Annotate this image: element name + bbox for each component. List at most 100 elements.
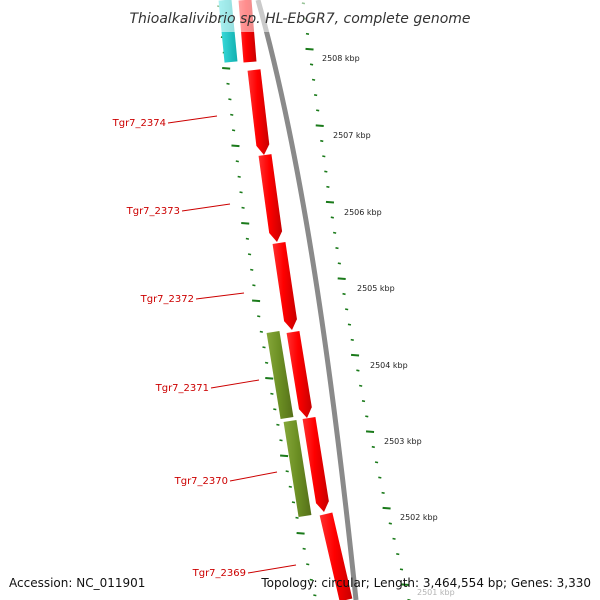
outer-tick [305, 32, 310, 35]
scale-labels: 2508 kbp 2507 kbp 2506 kbp 2505 kbp 2504 kbp… [322, 54, 455, 597]
scale-label: 2505 kbp [357, 284, 395, 293]
outer-tick [356, 369, 360, 372]
gene-label-leader [210, 379, 260, 389]
inner-tick [262, 346, 266, 349]
genome-summary-text: Topology: circular; Length: 3,464,554 bp… [260, 576, 591, 590]
outer-tick [309, 63, 314, 66]
inner-tick [235, 160, 239, 163]
gene-arrow-green-2[interactable] [283, 419, 312, 518]
outer-tick [305, 47, 314, 51]
scale-label: 2501 kbp [417, 588, 455, 597]
gene-arrow-tgr7-2374[interactable] [247, 69, 270, 155]
gene-label[interactable]: Tgr7_2373 [126, 206, 180, 217]
outer-tick [344, 308, 349, 311]
inner-tick [264, 361, 269, 364]
gene-arrow-green-1[interactable] [266, 330, 294, 420]
outer-tick [350, 338, 354, 341]
outer-tick [337, 277, 346, 280]
outer-tick [361, 400, 366, 403]
gene-label[interactable]: Tgr7_2374 [112, 118, 166, 129]
inner-tick [313, 594, 317, 597]
inner-tick [273, 408, 277, 411]
outer-tick [359, 384, 363, 387]
outer-tick [399, 568, 404, 571]
outer-tick [396, 553, 400, 556]
inner-tick [245, 237, 250, 240]
scale-label: 2502 kbp [400, 513, 438, 522]
outer-tick [311, 78, 316, 81]
inner-tick [237, 175, 241, 178]
gene-arrow-tgr7-2371[interactable] [286, 330, 312, 418]
inner-tick [257, 315, 261, 318]
outer-tick [371, 445, 375, 449]
inner-tick [231, 144, 240, 148]
page-title: Thioalkalivibrio sp. HL-EbGR7, complete … [129, 11, 470, 27]
backbone [255, 0, 359, 600]
outer-tick [381, 491, 385, 494]
inner-tick [252, 284, 256, 287]
inner-tick [228, 98, 232, 101]
outer-tick [388, 522, 392, 525]
outer-tick [365, 430, 375, 433]
scale-label: 2503 kbp [384, 437, 422, 446]
outer-tick [315, 124, 324, 127]
scale-label: 2508 kbp [322, 54, 360, 63]
inner-tick [226, 82, 230, 85]
inner-tick [270, 392, 274, 395]
gene-label[interactable]: Tgr7_2369 [192, 568, 246, 579]
inner-tick [306, 563, 310, 566]
outer-tick [365, 415, 369, 418]
gene-label-leader [167, 115, 218, 124]
inner-tick [285, 470, 289, 473]
inner-tick [250, 268, 254, 271]
inner-tick [241, 222, 250, 225]
outer-tick [374, 461, 379, 464]
gene-label-leader [181, 203, 231, 212]
inner-tick [252, 299, 261, 303]
gene-label[interactable]: Tgr7_2370 [174, 476, 228, 487]
gene-label[interactable]: Tgr7_2371 [155, 383, 209, 394]
outer-tick [316, 109, 320, 112]
inner-tick [230, 113, 234, 116]
backbone-line [255, 0, 359, 600]
outer-tick [313, 94, 318, 97]
inner-tick [296, 532, 305, 535]
inner-tick [309, 578, 313, 581]
inner-tick [265, 377, 274, 380]
outer-tick [325, 200, 335, 204]
outer-tick [337, 262, 341, 265]
inner-tick [280, 454, 289, 458]
gene-track [218, 0, 353, 600]
inner-tick [239, 191, 243, 194]
outer-tick [322, 155, 326, 158]
accession-text: Accession: NC_011901 [9, 576, 145, 590]
gene-arrow-tgr7-2369[interactable] [319, 512, 353, 600]
inner-tick-track [217, 5, 317, 597]
gene-label-leader [247, 564, 297, 574]
gene-labels: Tgr7_2374 Tgr7_2373 Tgr7_2372 Tgr7_2371 Tgr7… [112, 115, 297, 579]
outer-tick [326, 185, 330, 188]
outer-tick [342, 292, 346, 296]
gene-arrow-tgr7-2370[interactable] [302, 416, 329, 512]
gene-label-leader [229, 471, 278, 482]
inner-tick [231, 129, 236, 132]
inner-tick [302, 547, 306, 550]
inner-tick [288, 485, 292, 488]
inner-tick [247, 253, 252, 256]
scale-label: 2504 kbp [370, 361, 408, 370]
outer-tick [378, 476, 382, 479]
scale-label: 2506 kbp [344, 208, 382, 217]
inner-tick [259, 330, 264, 333]
outer-tick [401, 583, 410, 586]
gene-label-leader [195, 292, 245, 300]
gene-arrow-tgr7-2373[interactable] [258, 154, 283, 242]
outer-tick [335, 247, 339, 250]
gene-arrow-tgr7-2372[interactable] [272, 242, 297, 330]
outer-tick [320, 139, 324, 143]
outer-tick [350, 353, 360, 357]
outer-tick [330, 216, 334, 219]
gene-label[interactable]: Tgr7_2372 [140, 294, 194, 305]
inner-tick [241, 206, 245, 209]
